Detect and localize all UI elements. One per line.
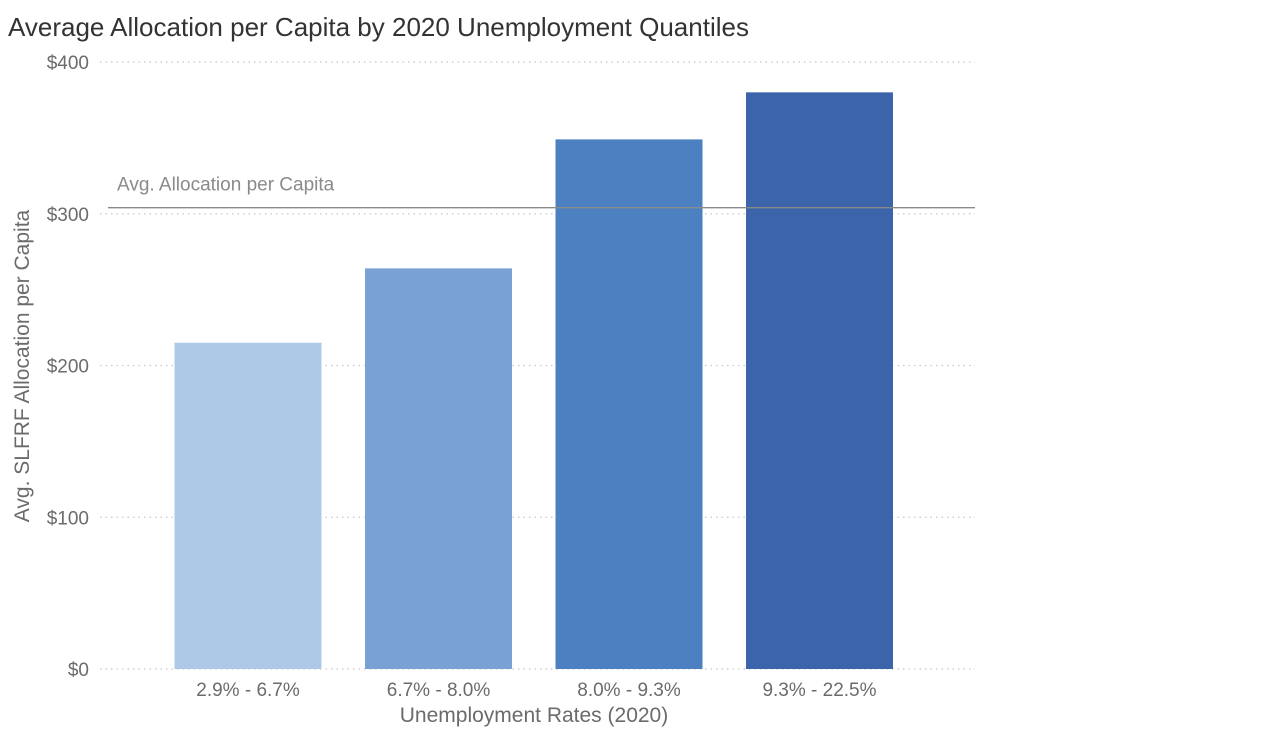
y-axis: $0 $100 $200 $300 $400 — [47, 53, 89, 681]
y-axis-label: Avg. SLFRF Allocation per Capita — [11, 209, 34, 522]
y-tick-label: $400 — [47, 53, 89, 74]
bar — [555, 139, 703, 669]
y-tick-label: $0 — [68, 660, 89, 681]
y-tick-label: $200 — [47, 357, 89, 378]
x-axis: 2.9% - 6.7% 6.7% - 8.0% 8.0% - 9.3% 9.3% - … — [196, 680, 876, 701]
x-tick-label: 6.7% - 8.0% — [387, 680, 491, 701]
chart-title: Average Allocation per Capita by 2020 Un… — [8, 12, 749, 42]
x-tick-label: 9.3% - 22.5% — [762, 680, 876, 701]
bars — [174, 92, 893, 670]
x-tick-label: 8.0% - 9.3% — [577, 680, 681, 701]
bar — [365, 268, 512, 669]
reference-line-group: Avg. Allocation per Capita — [108, 175, 975, 209]
bar — [174, 342, 322, 669]
x-axis-label: Unemployment Rates (2020) — [400, 704, 668, 727]
reference-line-label: Avg. Allocation per Capita — [117, 175, 335, 196]
x-tick-label: 2.9% - 6.7% — [196, 680, 300, 701]
y-tick-label: $300 — [47, 205, 89, 226]
y-tick-label: $100 — [47, 508, 89, 529]
bar — [746, 92, 893, 670]
